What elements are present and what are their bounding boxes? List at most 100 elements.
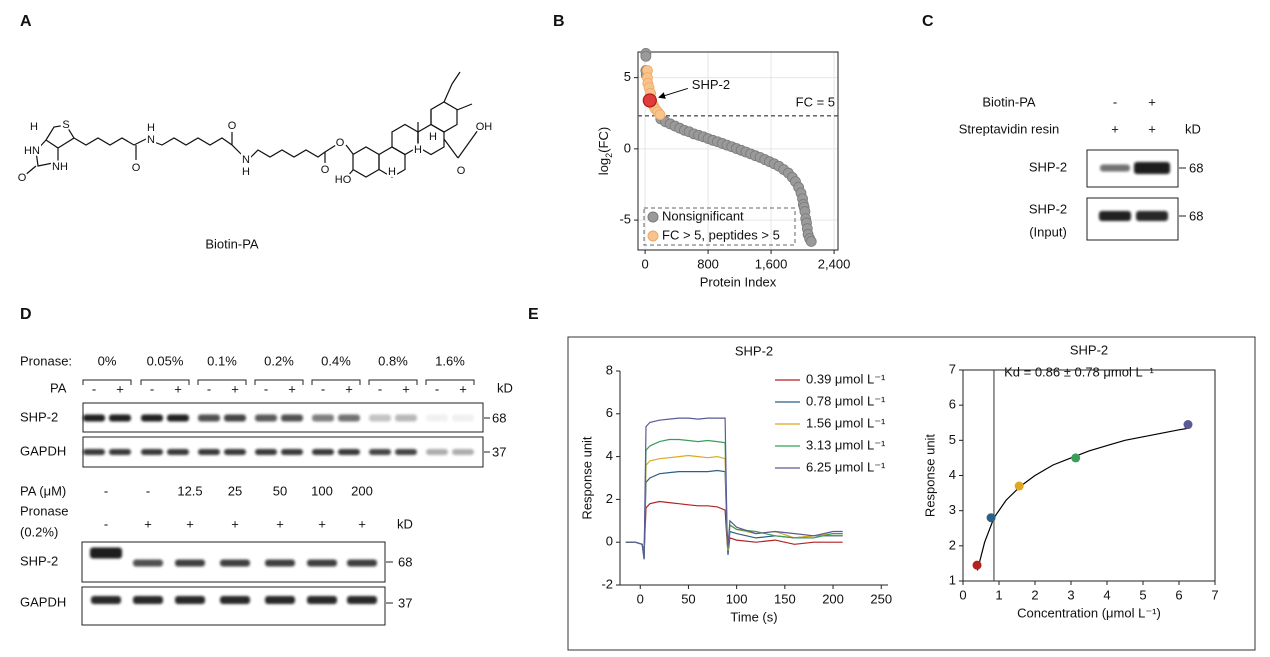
lane-bracket xyxy=(425,379,475,385)
blot-label: GAPDH xyxy=(20,443,66,458)
blot-band xyxy=(281,414,303,422)
lane-sign: + xyxy=(116,381,124,396)
blot-label: GAPDH xyxy=(20,594,66,609)
blot-band xyxy=(90,547,122,559)
blot-band xyxy=(141,449,163,455)
lane-value: - xyxy=(146,483,150,498)
blot-frame xyxy=(81,586,386,626)
lane-bracket xyxy=(311,379,361,385)
atom-label: O xyxy=(321,164,330,176)
lane-sign: - xyxy=(435,381,439,396)
y-tick-label: 1 xyxy=(949,572,956,587)
x-tick-label: 800 xyxy=(697,256,719,271)
blot-band xyxy=(395,449,417,455)
blot-label: SHP-2 xyxy=(1029,201,1067,216)
panel-label: A xyxy=(20,13,32,30)
lane-sign: - xyxy=(150,381,154,396)
unit-label: kD xyxy=(1185,121,1201,136)
structure-bonds xyxy=(23,71,479,179)
legend-box xyxy=(643,207,796,246)
blot-band xyxy=(133,596,163,604)
row-label: (0.2%) xyxy=(20,524,58,539)
blot-band xyxy=(426,449,448,455)
lane-bracket xyxy=(254,379,304,385)
atom-label: O xyxy=(336,137,345,149)
y-axis-label: Response unit xyxy=(579,436,594,519)
lane-value: 100 xyxy=(311,483,333,498)
blot-frame xyxy=(81,541,386,583)
legend-label: 0.39 μmol L⁻¹ xyxy=(806,371,886,386)
row-label: Biotin-PA xyxy=(982,94,1036,109)
blot-band xyxy=(83,449,105,455)
lane-sign: - xyxy=(104,516,108,531)
size-label: 68 xyxy=(492,410,506,425)
y-tick-label: 3 xyxy=(949,502,956,517)
lane-sign: + xyxy=(318,516,326,531)
atom-label: H xyxy=(147,122,155,134)
blot-band xyxy=(426,414,448,422)
lane-bracket xyxy=(197,379,247,385)
atom-label: OH xyxy=(476,121,493,133)
size-label: 37 xyxy=(492,444,506,459)
unit-label: kD xyxy=(497,380,513,395)
atom-label: N xyxy=(242,154,250,166)
blot-band xyxy=(1134,162,1170,174)
y-axis-label: log2(FC) xyxy=(596,127,614,175)
legend-label: 6.25 μmol L⁻¹ xyxy=(806,459,886,474)
lane-sign: + xyxy=(231,516,239,531)
fit-curve xyxy=(976,427,1190,571)
structure-caption: Biotin-PA xyxy=(205,236,259,251)
legend-label: FC > 5, peptides > 5 xyxy=(662,227,780,242)
y-tick-label: -5 xyxy=(619,212,631,227)
atom-label: HO xyxy=(335,174,352,186)
legend-label: Nonsignificant xyxy=(662,208,744,223)
chart-title: SHP-2 xyxy=(735,343,773,358)
y-axis-label: Response unit xyxy=(922,434,937,517)
atom-label: O xyxy=(18,172,27,184)
legend-marker xyxy=(647,211,659,223)
blot-band xyxy=(307,559,337,567)
y-tick-label: 7 xyxy=(949,361,956,376)
lane-sign: - xyxy=(1113,94,1117,109)
point xyxy=(654,109,666,121)
row-label: Streptavidin resin xyxy=(959,121,1059,136)
x-axis-label: Time (s) xyxy=(730,609,777,624)
blot-band xyxy=(347,596,377,604)
atom-label: H xyxy=(388,166,396,178)
x-tick-label: 0 xyxy=(959,587,966,602)
blot-label: SHP-2 xyxy=(20,409,58,424)
annotation-arrow xyxy=(658,87,688,99)
lane-value: 25 xyxy=(228,483,242,498)
blot-band xyxy=(255,414,277,422)
lane-sign: + xyxy=(231,381,239,396)
blot-band xyxy=(220,596,250,604)
highlight-label: SHP-2 xyxy=(692,77,730,92)
blot-band xyxy=(109,449,131,455)
lane-value: 200 xyxy=(351,483,373,498)
x-tick-label: 2 xyxy=(1031,587,1038,602)
blot-band xyxy=(369,449,391,455)
blot-label: SHP-2 xyxy=(1029,159,1067,174)
y-tick-label: 5 xyxy=(949,432,956,447)
point xyxy=(640,50,652,62)
blot-band xyxy=(307,596,337,604)
x-tick-label: 1,600 xyxy=(755,256,788,271)
blot-band xyxy=(224,414,246,422)
lane-bracket xyxy=(368,379,418,385)
lane-sign: + xyxy=(459,381,467,396)
blot-band xyxy=(175,596,205,604)
blot-band xyxy=(265,596,295,604)
blot-band xyxy=(452,449,474,455)
legend-label: 0.78 μmol L⁻¹ xyxy=(806,393,886,408)
point xyxy=(1183,420,1193,430)
point xyxy=(972,560,982,570)
series-line xyxy=(625,469,843,558)
y-axis-label-part: log xyxy=(596,158,611,175)
lane-value: - xyxy=(104,483,108,498)
concentration: 1.6% xyxy=(435,353,465,368)
blot-band xyxy=(198,414,220,422)
lane-sign: + xyxy=(402,381,410,396)
y-tick-label: 4 xyxy=(606,448,613,463)
x-axis-label: Protein Index xyxy=(700,274,777,289)
y-tick-label: 2 xyxy=(949,537,956,552)
